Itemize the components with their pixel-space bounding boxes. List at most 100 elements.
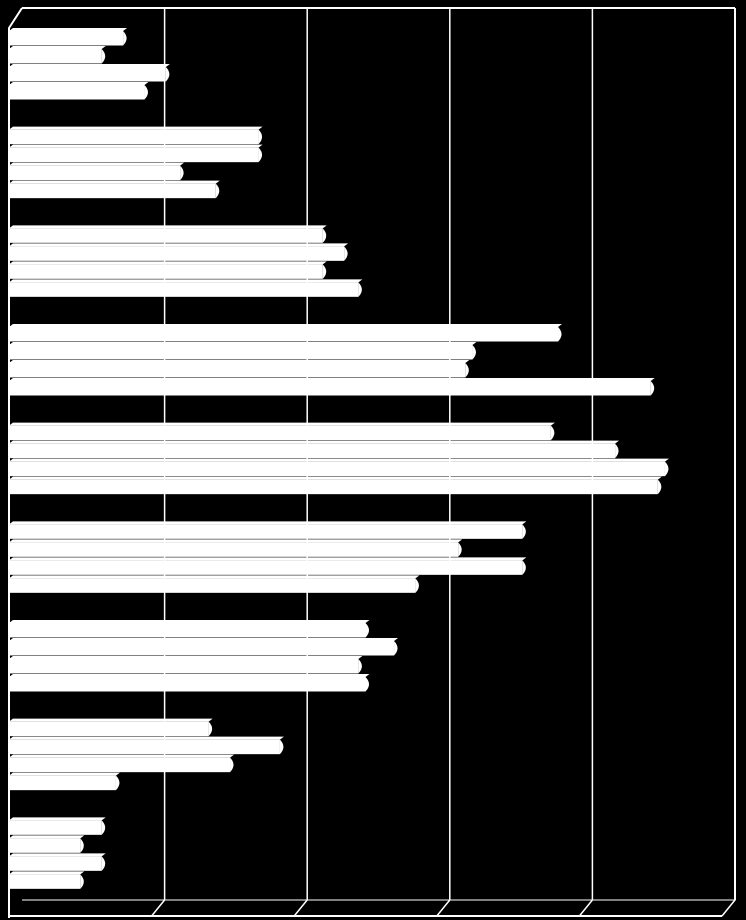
bar-end-cap	[322, 264, 327, 279]
bar-end-cap	[550, 425, 555, 441]
bar-top-face	[9, 360, 470, 363]
bar	[9, 871, 85, 889]
bar-face	[9, 524, 523, 539]
bar-top-face	[9, 144, 263, 148]
bar-top-face	[9, 620, 370, 623]
bar-end-cap	[180, 165, 184, 181]
bar	[9, 28, 128, 46]
bar-end-cap	[80, 874, 84, 889]
bar	[9, 817, 106, 835]
bar-end-cap	[208, 721, 213, 737]
bar-face	[9, 363, 466, 378]
bar-end-cap	[650, 381, 655, 396]
bar	[9, 225, 327, 243]
bar	[9, 180, 220, 199]
bar-top-face	[9, 476, 662, 480]
axis-frame	[8, 7, 735, 918]
bar	[9, 656, 363, 674]
bar-face	[9, 67, 166, 82]
bar-end-cap	[358, 282, 362, 297]
bar-end-cap	[415, 578, 419, 593]
bar	[9, 422, 555, 441]
bar	[9, 126, 263, 145]
bar	[9, 261, 327, 279]
bar-face	[9, 856, 102, 871]
y-axis-line	[8, 7, 23, 918]
bar	[9, 674, 370, 692]
bar-top-face	[9, 46, 106, 49]
bar-face	[9, 739, 280, 755]
bar-face	[9, 757, 231, 773]
bar-top-face	[9, 835, 85, 839]
bar-face	[9, 677, 366, 692]
bar-end-cap	[123, 31, 127, 46]
bar-face	[9, 542, 459, 557]
bar	[9, 440, 620, 459]
bar	[9, 772, 120, 791]
bar-face	[9, 838, 81, 853]
bar-end-cap	[664, 461, 669, 477]
bar	[9, 243, 349, 261]
bar-top-face	[9, 342, 477, 345]
bar-end-cap	[522, 560, 526, 575]
bar-top-face	[9, 853, 106, 857]
bar-top-face	[9, 539, 463, 543]
bar-face	[9, 874, 81, 889]
bar-top-face	[9, 817, 106, 821]
bar-face	[9, 264, 323, 279]
bar-top-face	[9, 225, 327, 229]
bar-top-face	[9, 521, 527, 525]
bar-top-face	[9, 736, 284, 740]
bar	[9, 539, 463, 557]
bar	[9, 279, 363, 297]
bar	[9, 638, 399, 656]
bar	[9, 162, 185, 181]
bar-top-face	[9, 754, 235, 758]
bar-top-face	[9, 575, 420, 579]
bar	[9, 521, 527, 539]
gridline	[721, 8, 736, 917]
bar-top-face	[9, 440, 620, 444]
bar-end-cap	[344, 246, 348, 261]
bars	[9, 28, 669, 889]
bar-face	[9, 443, 616, 459]
bar-end-cap	[365, 623, 369, 638]
bar-face	[9, 820, 102, 835]
bar-end-cap	[472, 345, 476, 360]
bar-top-face	[9, 180, 220, 184]
bar	[9, 557, 527, 575]
bar-face	[9, 85, 145, 100]
bar-face	[9, 165, 181, 181]
bar-face	[9, 623, 366, 638]
bar-end-cap	[394, 641, 398, 656]
bar-top-face	[9, 243, 349, 247]
bar	[9, 64, 170, 82]
bar-end-cap	[615, 443, 619, 459]
bar-face	[9, 129, 259, 145]
bar-face	[9, 31, 124, 46]
bar-top-face	[9, 718, 213, 722]
bar	[9, 46, 106, 64]
bar-top-face	[9, 324, 563, 327]
bar	[9, 82, 149, 100]
bar-end-cap	[358, 659, 362, 674]
bar-end-cap	[258, 147, 263, 163]
bar-end-cap	[101, 856, 106, 871]
bar-face	[9, 659, 359, 674]
bar	[9, 835, 85, 853]
bar-face	[9, 183, 216, 199]
bar	[9, 754, 235, 773]
bar-end-cap	[522, 524, 526, 539]
bar-face	[9, 49, 102, 64]
bar	[9, 324, 563, 342]
bar	[9, 718, 213, 737]
bar-top-face	[9, 557, 527, 561]
bar-top-face	[9, 64, 170, 67]
bar-end-cap	[458, 542, 462, 557]
bar-face	[9, 345, 473, 360]
bar-end-cap	[215, 183, 220, 199]
bar-face	[9, 560, 523, 575]
bar-end-cap	[258, 129, 263, 145]
bar-top-face	[9, 656, 363, 659]
bar-top-face	[9, 126, 263, 130]
